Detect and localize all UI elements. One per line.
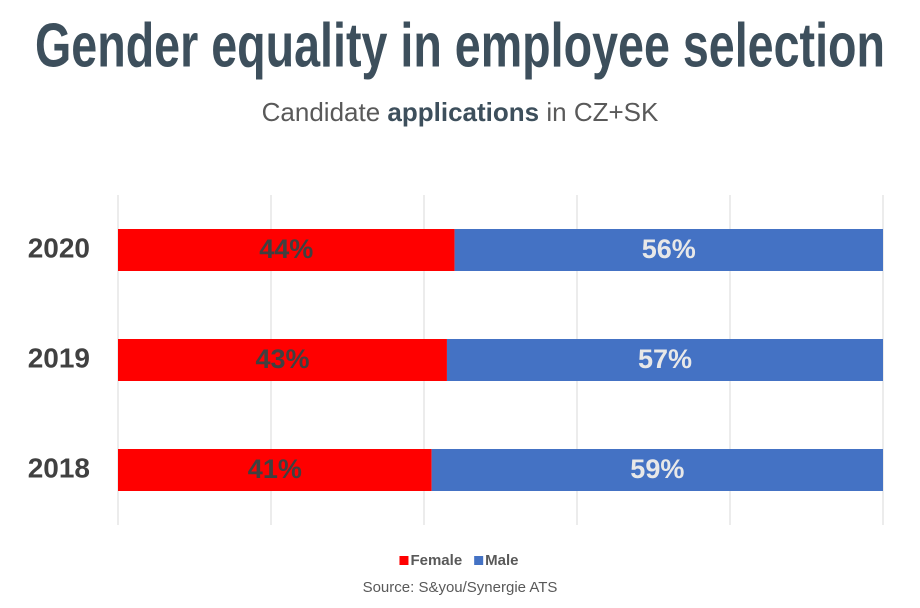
bar-segment: [118, 339, 447, 381]
chart-subtitle: Candidate applications in CZ+SK: [262, 97, 659, 127]
data-label: 41%: [248, 454, 302, 484]
y-tick-label: 2018: [28, 452, 90, 483]
y-tick-label: 2020: [28, 232, 90, 263]
legend-swatch: [474, 556, 484, 565]
legend-label: Male: [485, 552, 518, 569]
data-label: 57%: [638, 344, 692, 374]
y-tick-label: 2019: [28, 342, 90, 373]
data-label: 44%: [259, 234, 313, 264]
subtitle-part: Candidate: [262, 97, 381, 127]
chart-title: Gender equality in employee selection: [35, 11, 885, 80]
subtitle-part: in CZ+SK: [546, 97, 659, 127]
legend: Female Male: [399, 552, 519, 569]
data-label: 56%: [642, 234, 696, 264]
bar-segment: [446, 339, 883, 381]
legend-swatch: [399, 556, 409, 565]
legend-label: Female: [410, 552, 462, 569]
bar-segment: [454, 229, 883, 271]
bar-segment: [118, 229, 455, 271]
data-label: 43%: [255, 344, 309, 374]
source: Source: S&you/Synergie ATS: [363, 579, 558, 596]
subtitle-bold: applications: [387, 97, 539, 127]
data-label: 59%: [630, 454, 684, 484]
bar-segment: [118, 449, 432, 491]
bar-segment: [431, 449, 883, 491]
